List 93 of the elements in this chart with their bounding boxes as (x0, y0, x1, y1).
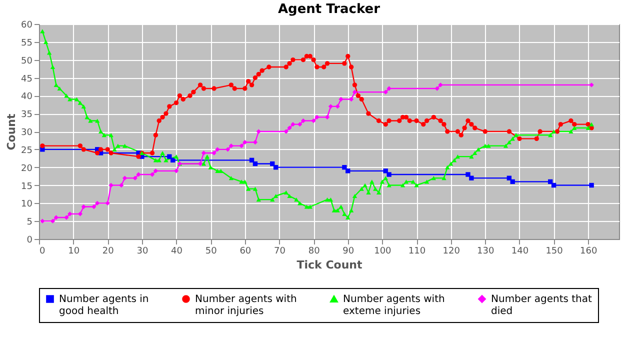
x-tick-label: 60 (240, 246, 252, 256)
point (95, 200, 100, 206)
x-tick-label: 120 (442, 246, 460, 256)
point (108, 182, 114, 188)
point (215, 147, 220, 152)
point (119, 182, 124, 188)
point (252, 140, 258, 145)
point (314, 114, 320, 120)
x-tick-label: 140 (511, 246, 529, 256)
point (335, 104, 340, 109)
point (136, 172, 141, 177)
point (383, 168, 388, 174)
point (252, 161, 258, 166)
point (589, 82, 594, 88)
point (132, 176, 138, 180)
x-tick-label: 10 (68, 246, 80, 256)
x-tick-label: 130 (477, 246, 495, 256)
point (386, 86, 392, 91)
y-tick-label: 20 (21, 164, 33, 174)
point (225, 147, 230, 152)
point (242, 140, 248, 145)
y-tick-label: 10 (21, 200, 33, 210)
point (174, 168, 179, 174)
y-tick-label: 60 (21, 20, 33, 30)
point (287, 126, 292, 130)
point (328, 104, 334, 109)
point (198, 161, 203, 166)
point (386, 172, 392, 177)
point (68, 212, 72, 216)
y-axis-title: Count (5, 114, 18, 150)
point (212, 150, 216, 156)
y-tick-label: 50 (21, 56, 33, 66)
x-tick-label: 110 (408, 246, 426, 256)
point (78, 212, 83, 216)
point (284, 129, 288, 134)
x-tick-label: 160 (580, 246, 598, 256)
legend-label: Number agents with minor injuries (195, 294, 297, 317)
y-tick-label: 25 (21, 146, 32, 156)
point (64, 215, 69, 220)
point (551, 182, 556, 188)
x-tick-label: 90 (342, 246, 354, 256)
x-tick-label: 50 (205, 246, 218, 256)
point (510, 179, 515, 184)
point (256, 129, 261, 134)
point (273, 164, 278, 170)
point (228, 143, 234, 148)
point (346, 168, 350, 174)
x-tick-label: 30 (136, 246, 148, 256)
point (342, 164, 347, 170)
x-tick-label: 40 (171, 246, 183, 256)
point (81, 204, 86, 210)
y-tick-label: 40 (21, 92, 33, 102)
point (105, 200, 110, 206)
y-tick-label: 15 (21, 182, 32, 192)
point (324, 114, 330, 120)
point (40, 218, 45, 224)
point (297, 122, 302, 127)
point (92, 204, 96, 210)
chart-title: Agent Tracker (278, 2, 381, 17)
y-tick-label: 5 (26, 218, 32, 228)
x-tick-label: 70 (274, 246, 286, 256)
point (383, 90, 388, 94)
legend-label: Number agents with exteme injuries (343, 294, 445, 317)
x-tick-label: 0 (40, 246, 46, 256)
point (239, 143, 244, 148)
legend-label: Number agents that died (491, 294, 592, 317)
x-tick-label: 100 (374, 246, 392, 256)
y-tick-label: 35 (21, 110, 32, 120)
point (352, 90, 358, 94)
point (434, 86, 440, 91)
y-tick-label: 55 (21, 38, 32, 48)
y-tick-label: 30 (21, 128, 33, 138)
x-axis-title: Tick Count (296, 258, 362, 272)
x-tick-label: 80 (308, 246, 320, 256)
point (170, 158, 176, 163)
legend-label: Number agents in good health (59, 294, 149, 317)
x-tick-label: 150 (546, 246, 564, 256)
point (290, 122, 296, 127)
y-tick-label: 0 (26, 236, 33, 246)
point (122, 176, 128, 180)
point (338, 96, 344, 102)
point (348, 96, 354, 102)
point (589, 182, 594, 188)
x-tick-label: 20 (102, 246, 114, 256)
point (50, 218, 56, 224)
y-tick-label: 45 (21, 74, 32, 84)
point (300, 118, 306, 124)
point (438, 82, 443, 88)
point (469, 176, 474, 180)
point (466, 172, 470, 177)
point (311, 118, 316, 124)
point (506, 176, 512, 180)
point (167, 154, 172, 159)
